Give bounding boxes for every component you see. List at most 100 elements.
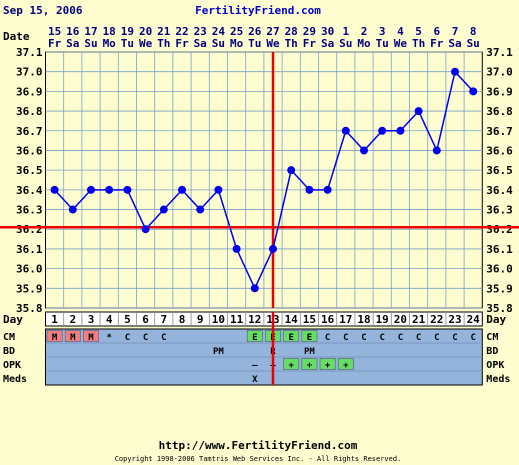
weekday-label: Fr: [48, 37, 62, 50]
y-tick-label-left: 36.4: [16, 184, 43, 197]
temperature-point: [250, 284, 259, 293]
observation-value: E: [307, 333, 312, 343]
date-label: 25: [230, 25, 243, 38]
day-row-label-left: Day: [3, 313, 23, 326]
cycle-day-label: 10: [212, 313, 225, 326]
y-tick-label-left: 36.7: [16, 125, 43, 138]
weekday-label: Fr: [430, 37, 444, 50]
temperature-point: [178, 185, 186, 194]
weekday-label: Su: [84, 37, 97, 50]
temperature-point: [232, 244, 241, 253]
y-tick-label-left: 36.8: [16, 105, 43, 118]
site-link[interactable]: FertilityFriend.com: [195, 4, 321, 17]
weekday-label: Sa: [194, 37, 207, 50]
observation-value: C: [416, 333, 421, 343]
weekday-label: Sa: [448, 37, 461, 50]
cycle-day-label: 15: [303, 313, 316, 326]
observation-value: C: [379, 333, 384, 343]
observation-value: C: [325, 333, 330, 343]
observation-value: +: [343, 361, 349, 371]
observation-cell-highlight: [246, 330, 263, 342]
date-label: 24: [212, 25, 226, 38]
observation-value: C: [452, 333, 457, 343]
weekday-label: Sa: [321, 37, 334, 50]
y-tick-label-left: 36.1: [16, 243, 43, 256]
weekday-label: Th: [157, 37, 170, 50]
observation-value: E: [288, 333, 293, 343]
weekday-label: We: [266, 37, 280, 50]
date-label: 19: [121, 25, 134, 38]
observation-cell-highlight: [283, 358, 300, 370]
cycle-day-label: 3: [88, 313, 95, 326]
y-tick-label-left: 37.1: [16, 46, 43, 59]
weekday-label: Tu: [248, 37, 261, 50]
observation-cell-highlight: [301, 358, 318, 370]
date-label: 1: [342, 25, 349, 38]
cycle-day-label: 14: [285, 313, 299, 326]
cycle-day-label: 18: [357, 313, 370, 326]
temperature-point: [287, 166, 296, 175]
cycle-day-label: 23: [448, 313, 461, 326]
footer-copyright: Copyright 1998-2006 Tamtris Web Services…: [115, 455, 402, 463]
date-label: 6: [433, 25, 440, 38]
observation-row-label-left: CM: [3, 332, 15, 343]
weekday-label: Su: [339, 37, 352, 50]
observation-value: +: [288, 361, 294, 371]
weekday-label: Mo: [357, 37, 371, 50]
observation-value: +: [307, 361, 313, 371]
observation-cell-highlight: [46, 330, 63, 342]
observation-value: M: [88, 333, 94, 343]
chart-date: Sep 15, 2006: [3, 4, 83, 17]
temperature-point: [469, 87, 478, 96]
weekday-label: Su: [467, 37, 480, 50]
weekday-label: Th: [285, 37, 298, 50]
weekday-label: Fr: [175, 37, 189, 50]
weekday-label: Th: [412, 37, 425, 50]
observation-row-label-left: Meds: [3, 374, 27, 385]
y-tick-label-right: 36.2: [486, 223, 513, 236]
temperature-point: [451, 67, 459, 76]
y-tick-label-right: 36.4: [486, 184, 513, 197]
observation-value: C: [125, 333, 130, 343]
y-tick-label-right: 35.8: [486, 302, 513, 315]
plot-area: 37.1 37.1 37.0 37.0 36.9 36.9 36.8 36.8 36.7 36.7…: [0, 25, 519, 386]
date-label: 22: [175, 25, 188, 38]
footer-url[interactable]: http://www.FertilityFriend.com: [159, 439, 358, 452]
y-tick-label-right: 36.0: [486, 263, 513, 276]
temperature-point: [378, 126, 387, 135]
observation-value: C: [470, 333, 475, 343]
temperature-point: [87, 185, 95, 194]
observation-cell-highlight: [319, 358, 336, 370]
temperature-point: [305, 185, 314, 194]
observation-row-label-right: OPK: [486, 360, 504, 371]
observation-value: PM: [213, 347, 224, 357]
observation-row-label-left: BD: [3, 346, 15, 357]
y-tick-label-right: 37.0: [486, 66, 513, 79]
observation-cell-highlight: [83, 330, 99, 342]
observation-value: X: [252, 375, 258, 385]
cycle-day-label: 19: [376, 313, 389, 326]
day-row-label-right: Day: [486, 313, 506, 326]
observation-value: M: [52, 333, 58, 343]
temperature-point: [196, 205, 205, 214]
observation-cell-highlight: [64, 330, 81, 342]
cycle-day-label: 21: [412, 313, 426, 326]
observation-row-label-right: CM: [486, 332, 498, 343]
date-label: 7: [452, 25, 459, 38]
cycle-day-label: 7: [160, 313, 167, 326]
observation-value: –: [252, 361, 258, 371]
observation-cell-highlight: [301, 330, 318, 342]
cycle-day-label: 22: [430, 313, 443, 326]
observation-value: C: [161, 333, 166, 343]
observation-cell-highlight: [283, 330, 300, 342]
temperature-point: [159, 205, 168, 214]
observation-cell-highlight: [337, 358, 354, 370]
cycle-day-label: 9: [197, 313, 204, 326]
y-tick-label-left: 36.0: [16, 263, 43, 276]
date-label: 8: [470, 25, 477, 38]
observation-row-label-right: Meds: [486, 374, 510, 385]
observation-value: C: [143, 333, 148, 343]
date-label: 5: [415, 25, 422, 38]
date-label: 23: [194, 25, 207, 38]
